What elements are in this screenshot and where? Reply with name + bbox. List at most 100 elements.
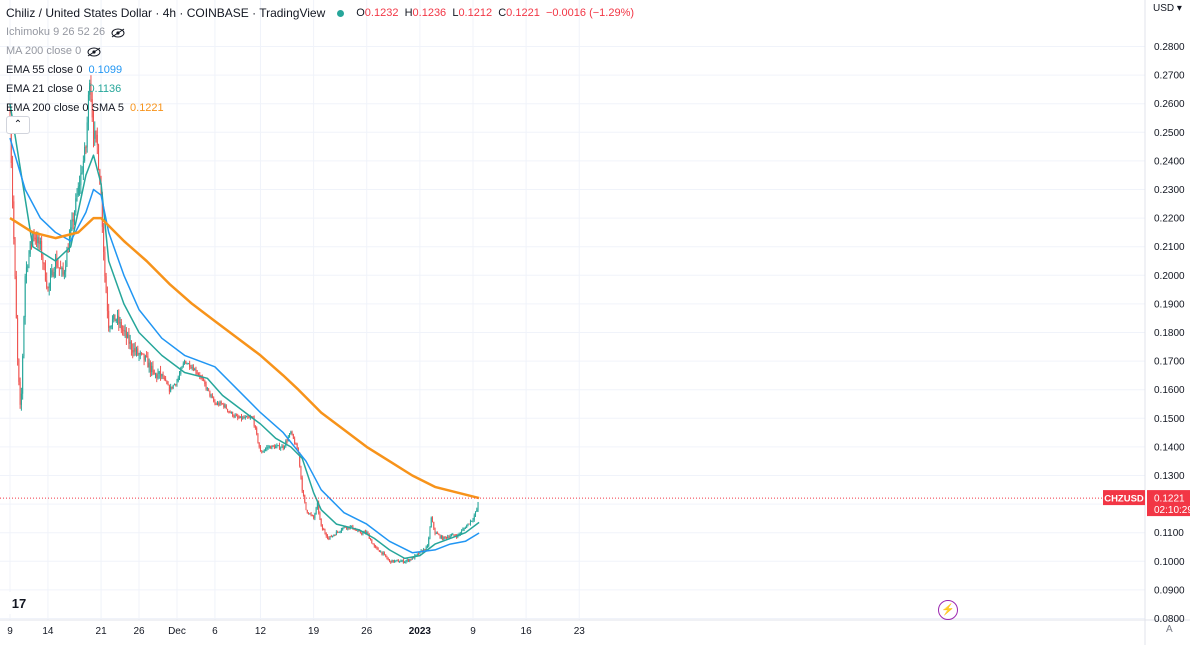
candle [273,444,275,450]
candle [49,268,51,291]
candle [430,516,432,528]
candle [28,250,30,269]
candle [62,262,64,277]
indicator-row[interactable]: EMA 55 close 0 0.1099 [6,61,634,80]
candle [219,400,221,406]
candle [34,232,36,245]
candle [208,388,210,392]
candle [109,325,111,333]
candle [118,309,120,331]
candle [466,524,468,529]
candle [432,516,434,523]
auto-scale-button[interactable]: A [1166,624,1173,635]
candle [146,351,148,358]
candle [122,325,124,336]
candle [106,286,108,319]
candle [330,534,332,538]
candle [223,402,225,409]
candle [87,90,89,131]
indicator-row[interactable]: EMA 21 close 0 0.1136 [6,80,634,99]
candle [41,235,43,261]
candle [435,531,437,535]
candle [132,343,134,359]
candle [143,353,145,366]
candle [148,358,150,373]
candle [227,408,229,413]
indicator-row[interactable]: Ichimoku 9 26 52 26 [6,23,634,42]
ohlc-values: O0.1232 H0.1236 L0.1212 C0.1221 −0.0016 … [356,7,635,19]
y-tick-label: 0.0800 [1154,614,1185,625]
candle [134,341,136,356]
candle [17,314,19,366]
candle [113,313,115,323]
candle [281,444,283,448]
candle [153,369,155,375]
candle [204,379,206,387]
candle [233,414,235,419]
tradingview-logo[interactable]: 17 [6,592,32,614]
candle [194,367,196,371]
candle [213,396,215,403]
candle [327,534,329,540]
candle [323,527,325,531]
candle [44,260,46,282]
candle [139,350,141,360]
candle [104,246,106,283]
candle [243,415,245,419]
indicator-row[interactable]: MA 200 close 0 [6,42,634,61]
candle [176,378,178,387]
candle [192,364,194,372]
candle [51,263,53,278]
candle [433,521,435,531]
currency-selector[interactable]: USD ▾ [1153,3,1182,14]
y-tick-label: 0.1900 [1154,299,1185,310]
candle [80,164,82,194]
candle [254,425,256,430]
indicator-row[interactable]: EMA 200 close 0 SMA 5 0.1221 [6,99,634,118]
candle [300,465,302,480]
candle [63,269,65,280]
candle [270,445,272,449]
y-tick-label: 0.1600 [1154,385,1185,396]
candle [149,360,151,378]
legend-title-row: Chiliz / United States Dollar · 4h · COI… [6,4,634,23]
candle [389,558,390,563]
candle [266,445,268,452]
candle [477,501,479,512]
candle [469,519,471,526]
candle [476,507,478,513]
candle [81,166,83,175]
candle [472,517,474,523]
candle [305,502,307,511]
x-tick-label: 14 [42,626,54,637]
hidden-eye-icon[interactable] [111,28,125,38]
y-tick-label: 0.2200 [1154,214,1185,225]
candle [387,557,389,561]
candle [468,523,470,525]
candle [117,309,119,325]
candle [428,536,430,548]
candle [171,386,173,390]
lightning-icon[interactable]: ⚡ [938,600,958,620]
candle [328,536,330,541]
candle [262,450,264,453]
candle [390,560,392,564]
candle [289,433,291,438]
candle [443,536,445,541]
indicator-label: EMA 21 close 0 [6,83,83,95]
y-tick-label: 0.1300 [1154,471,1185,482]
candle [24,273,26,325]
candle [337,530,339,534]
candle [38,232,40,251]
candle [333,534,335,537]
candle [386,555,388,560]
collapse-legend-button[interactable]: ⌃ [6,116,30,134]
candle [137,345,139,356]
candle [211,393,213,399]
candle [378,550,380,553]
x-tick-label: 19 [308,626,320,637]
candle [401,559,403,563]
hidden-eye-icon[interactable] [87,47,101,57]
candle [85,145,87,155]
